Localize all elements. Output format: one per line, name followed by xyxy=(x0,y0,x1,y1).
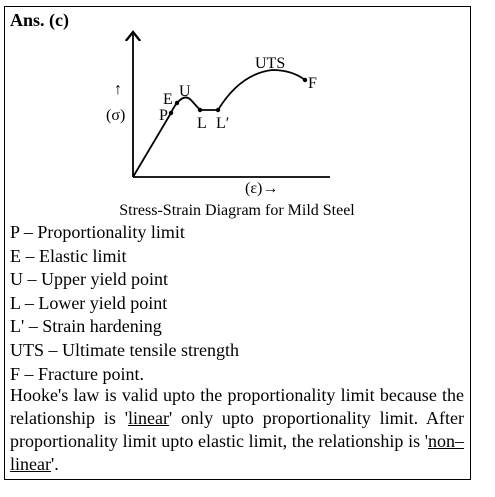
explanation-text: '. xyxy=(50,454,59,474)
stress-strain-diagram: ↑ (σ) P E U L L′ UTS F (ε)→ Stress-Strai… xyxy=(106,0,355,219)
stress-label: (σ) xyxy=(106,107,125,124)
label-l: L xyxy=(197,115,207,132)
definition: UTS – Ultimate tensile strength xyxy=(10,339,239,360)
definition: L' – Strain hardening xyxy=(10,316,162,337)
definition: P – Proportionality limit xyxy=(10,222,185,242)
label-u: U xyxy=(179,83,191,100)
explanation-text: Hooke's law is valid upto the proportion… xyxy=(10,385,464,428)
point-p xyxy=(168,110,174,116)
explanation: Hooke's law is valid upto the proportion… xyxy=(10,384,464,476)
answer-box xyxy=(4,6,471,480)
label-uts: UTS xyxy=(255,55,285,72)
point-l xyxy=(197,107,203,113)
underlined-term: non–linear xyxy=(10,431,464,474)
point-f xyxy=(302,77,308,83)
definition-list: P – Proportionality limit E – Elastic li… xyxy=(10,221,465,386)
definition: L – Lower yield point xyxy=(10,292,168,313)
strain-label: (ε)→ xyxy=(245,180,278,197)
point-e xyxy=(174,100,180,106)
point-l-prime xyxy=(215,107,221,113)
label-e: E xyxy=(163,91,173,108)
stress-arrow: ↑ xyxy=(114,81,122,98)
answer-label: Ans. (c) xyxy=(10,10,69,30)
explanation-text: ' only upto proportionality limit. After… xyxy=(10,408,465,451)
label-p: P xyxy=(159,107,168,124)
definition: F – Fracture point. xyxy=(10,363,144,384)
underlined-term: linear xyxy=(127,408,169,428)
label-l-prime: L′ xyxy=(216,115,229,132)
definition: E – Elastic limit xyxy=(10,245,127,266)
label-f: F xyxy=(308,75,317,92)
diagram-caption: Stress-Strain Diagram for Mild Steel xyxy=(119,202,355,219)
definition: U – Upper yield point xyxy=(10,269,168,290)
